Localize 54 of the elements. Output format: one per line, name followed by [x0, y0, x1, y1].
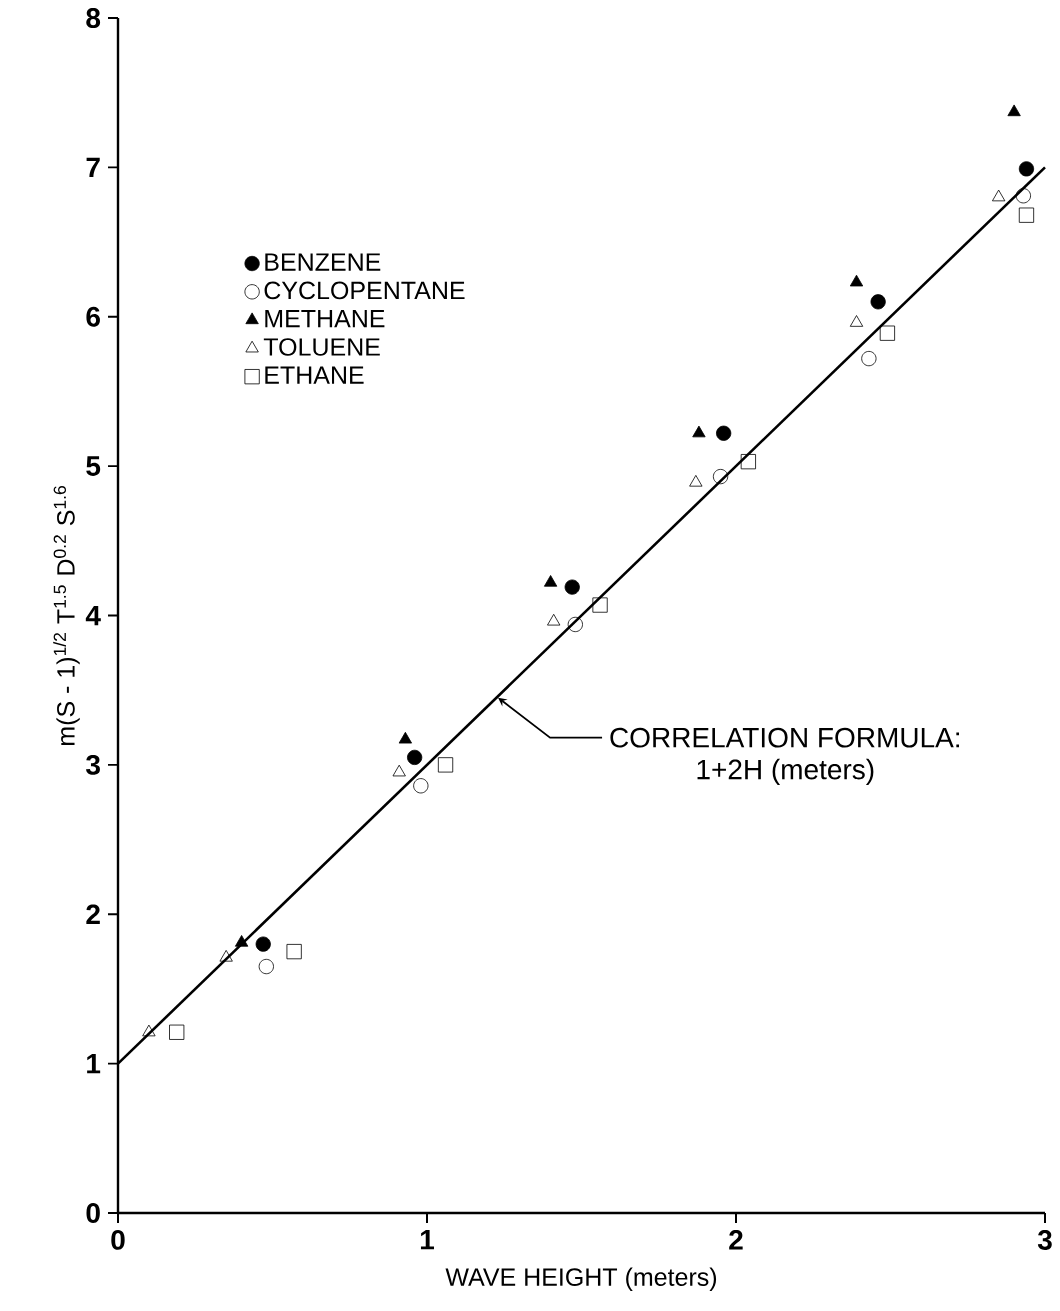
x-tick-label: 0	[111, 1230, 125, 1250]
x-tick-label: 2	[729, 1230, 743, 1250]
y-tick-label: 2	[86, 904, 100, 925]
point	[564, 579, 580, 595]
point	[1018, 161, 1035, 177]
y-tick-label: 6	[86, 306, 100, 327]
point	[849, 274, 864, 287]
point	[689, 474, 703, 487]
y-tick-label: 5	[86, 456, 101, 476]
point	[286, 943, 302, 960]
legend-label: TOLUENE	[263, 338, 380, 356]
point	[413, 778, 429, 794]
point	[1015, 188, 1031, 204]
point	[861, 350, 877, 367]
point	[258, 958, 274, 975]
point	[547, 613, 561, 626]
point	[392, 764, 406, 777]
point	[219, 949, 233, 962]
point	[716, 425, 732, 441]
annotation: CORRELATION FORMULA:	[610, 727, 960, 748]
point	[255, 936, 271, 952]
point	[567, 616, 583, 633]
point	[543, 575, 558, 587]
y-axis-title: m(S - 1)$^{1/2}$ T$^{1.5}$ D$^{0.2}$ S$^{1.6}$	[53, 486, 80, 746]
y-tick-label: 4	[85, 605, 101, 626]
point	[142, 1024, 156, 1037]
legend-label: BENZENE	[265, 253, 381, 271]
point	[849, 315, 864, 327]
x-tick-label: 1	[420, 1230, 434, 1250]
point	[1007, 104, 1021, 117]
legend-label: CYCLOPENTANE	[264, 281, 465, 300]
point	[437, 757, 454, 773]
point	[870, 294, 886, 310]
annotation: 1+2H (meters)	[697, 758, 874, 785]
point	[169, 1024, 185, 1040]
point	[407, 749, 423, 766]
y-tick-label: 3	[86, 754, 100, 775]
x-tick-label: 3	[1037, 1230, 1052, 1250]
x-axis-title: WAVE HEIGHT (meters)	[445, 1267, 717, 1291]
legend-label: METHANE	[265, 310, 385, 328]
point	[740, 454, 756, 470]
legend-label: ETHANE	[265, 366, 364, 384]
point	[1018, 207, 1035, 223]
point	[234, 935, 249, 947]
y-tick-label: 1	[87, 1054, 101, 1074]
y-tick-label: 7	[86, 157, 100, 178]
point	[712, 468, 729, 485]
point	[592, 597, 608, 613]
point	[992, 189, 1006, 202]
y-tick-label: 8	[86, 8, 101, 28]
point	[879, 325, 896, 341]
y-tick-label: 0	[86, 1203, 100, 1223]
point	[398, 731, 412, 744]
point	[692, 425, 706, 438]
